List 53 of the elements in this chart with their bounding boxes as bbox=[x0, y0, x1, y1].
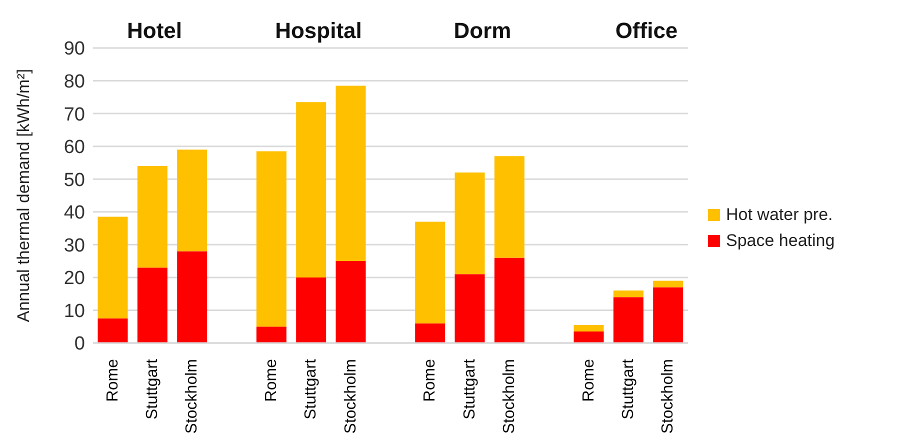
bar bbox=[98, 216, 128, 318]
x-tick-label: Stockholm bbox=[660, 359, 677, 434]
bar bbox=[494, 156, 524, 258]
x-tick-label: Stockholm bbox=[342, 359, 360, 434]
x-tick-label: Stuttgart bbox=[620, 358, 637, 420]
y-tick-label: 0 bbox=[74, 334, 85, 355]
x-tick-label: Rome bbox=[580, 358, 598, 402]
x-tick-label: Stuttgart bbox=[461, 358, 478, 420]
bar bbox=[137, 166, 168, 268]
bar bbox=[415, 323, 446, 343]
y-tick-label: 30 bbox=[64, 235, 85, 256]
x-tick-label: Stockholm bbox=[184, 359, 201, 434]
x-tick-label: Rome bbox=[104, 358, 122, 402]
bar bbox=[177, 251, 208, 343]
bar bbox=[296, 102, 326, 278]
bar bbox=[574, 324, 604, 332]
legend-label: Space heating bbox=[726, 231, 835, 251]
bar bbox=[454, 274, 485, 343]
y-axis-title: Annual thermal demand [kWh/m²] bbox=[14, 68, 34, 322]
y-tick-label: 10 bbox=[64, 300, 85, 322]
text: Office bbox=[614, 18, 679, 44]
bar bbox=[653, 280, 684, 288]
bar bbox=[256, 326, 286, 343]
bar bbox=[137, 268, 168, 343]
bar bbox=[296, 277, 326, 343]
bar bbox=[415, 222, 446, 324]
bar bbox=[454, 172, 485, 274]
y-tick-label: 60 bbox=[64, 137, 85, 158]
bar bbox=[653, 287, 684, 343]
y-tick-label: 20 bbox=[64, 268, 85, 290]
x-tick-label: Stuttgart bbox=[144, 358, 161, 420]
bar bbox=[336, 86, 366, 262]
y-tick-label: 70 bbox=[64, 104, 85, 126]
bar bbox=[177, 150, 208, 252]
y-tick-label: 80 bbox=[64, 72, 85, 93]
text: Hospital bbox=[274, 18, 363, 44]
bar bbox=[494, 258, 524, 343]
x-tick-label: Stockholm bbox=[501, 359, 518, 434]
bar bbox=[98, 318, 128, 343]
text: Hotel bbox=[127, 18, 182, 43]
x-tick-label: Rome bbox=[422, 358, 439, 402]
y-tick-label: 50 bbox=[64, 170, 85, 191]
y-tick-label: 90 bbox=[64, 38, 85, 60]
y-tick-label: 40 bbox=[64, 202, 85, 224]
bar bbox=[256, 151, 286, 327]
text: Dorm bbox=[452, 18, 512, 44]
x-tick-label: Rome bbox=[263, 358, 280, 402]
bar bbox=[574, 332, 604, 343]
x-tick-label: Stuttgart bbox=[302, 358, 320, 420]
bar bbox=[336, 261, 366, 343]
legend-label: Hot water pre. bbox=[726, 205, 833, 225]
bar bbox=[613, 290, 644, 298]
bar bbox=[613, 297, 644, 343]
